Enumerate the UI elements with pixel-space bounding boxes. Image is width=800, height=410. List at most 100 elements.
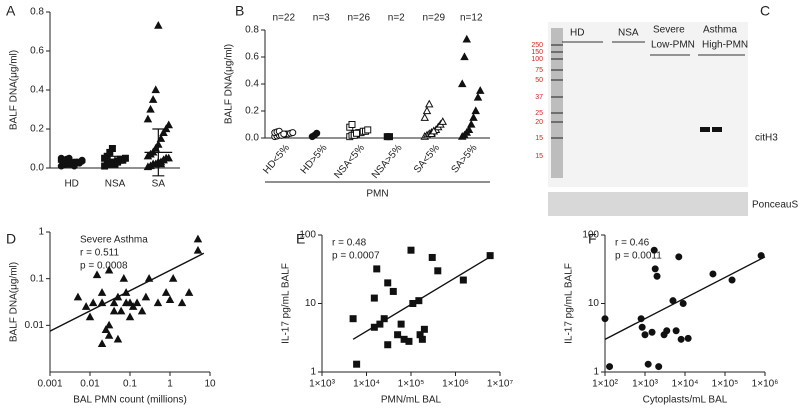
group-label: HD: [570, 28, 584, 39]
point: [85, 312, 95, 321]
point: [109, 298, 119, 307]
fit-line: [352, 256, 491, 340]
point: [648, 328, 656, 336]
y-tick-label: 1: [310, 367, 316, 378]
ponceau-strip: [548, 192, 748, 216]
point: [420, 325, 428, 333]
subgroup-label: High-PMN: [702, 40, 748, 51]
annotation: p = 0.0011: [615, 251, 662, 262]
group-lines: [562, 41, 745, 56]
point: [663, 327, 671, 335]
x-tick-label: 1×10⁴: [672, 379, 699, 390]
point: [434, 267, 442, 275]
point: [168, 274, 178, 282]
x-axis-label: PMN: [366, 189, 388, 200]
panel-letter: E: [296, 231, 305, 247]
panel-letter: C: [760, 3, 770, 19]
point: [109, 306, 119, 315]
group-label: Asthma: [703, 25, 737, 36]
point: [373, 265, 381, 273]
point: [675, 253, 683, 261]
y-tick-label: 0.01: [25, 320, 45, 331]
point: [116, 306, 126, 315]
point: [460, 52, 469, 61]
mw-label: 20: [535, 119, 543, 126]
point: [429, 126, 438, 135]
panel-letter: B: [235, 3, 244, 19]
point: [428, 253, 436, 261]
x-tick-label: 0.01: [80, 379, 100, 390]
point: [165, 295, 175, 304]
point: [60, 157, 68, 165]
annotation: r = 0.511: [80, 248, 119, 259]
point: [415, 297, 423, 305]
n-label: n=22: [272, 13, 295, 24]
band-label: citH3: [755, 133, 778, 144]
y-tick-label: 0.8: [30, 7, 44, 18]
mw-label: 15: [535, 135, 543, 142]
panel-letter: F: [588, 231, 597, 247]
n-label: n=2: [388, 13, 405, 24]
x-axis-label: BAL PMN count (millions): [73, 395, 187, 406]
x-tick-label: 1×10³: [309, 379, 336, 390]
mw-label: 37: [535, 94, 543, 101]
point: [473, 92, 483, 101]
point: [156, 159, 166, 168]
point: [154, 21, 163, 29]
x-tick-label: SA<5%: [412, 142, 442, 175]
point: [422, 106, 432, 115]
y-tick-label: 0.2: [245, 106, 259, 117]
point: [353, 360, 361, 368]
blot-membrane: [548, 22, 748, 187]
point: [348, 121, 356, 128]
annotation: p = 0.0008: [80, 261, 128, 272]
annotation: r = 0.46: [615, 238, 650, 249]
point: [655, 363, 663, 371]
point: [146, 104, 155, 113]
point: [81, 302, 91, 310]
y-tick-label: 0.1: [30, 273, 44, 284]
point: [638, 323, 646, 331]
y-tick-label: 1: [593, 367, 599, 378]
y-tick-label: 0.4: [30, 85, 44, 96]
point: [97, 339, 107, 348]
x-tick-label: 1×10⁶: [752, 379, 779, 390]
point: [161, 288, 171, 296]
point: [425, 99, 434, 108]
point: [469, 113, 478, 121]
point: [159, 155, 168, 164]
point: [438, 117, 447, 125]
annotation: Severe Asthma: [80, 235, 148, 246]
x-tick-label: 1×10⁷: [487, 379, 514, 390]
y-axis-label: BALF DNA(μg/ml): [224, 44, 235, 124]
point: [394, 331, 402, 339]
point: [364, 126, 372, 134]
point: [104, 331, 114, 339]
point: [644, 360, 652, 368]
point: [313, 129, 321, 137]
point: [156, 134, 166, 142]
mw-label: 100: [531, 56, 543, 63]
point: [88, 298, 98, 307]
point: [684, 334, 692, 342]
point: [650, 246, 658, 254]
point: [177, 298, 187, 307]
blot-band: [700, 127, 710, 132]
point: [709, 270, 717, 278]
y-axis-label: BALF DNA(μg/ml): [9, 50, 20, 130]
mean-sd: [57, 159, 86, 166]
point: [728, 276, 736, 284]
x-tick-label: 1×10³: [632, 379, 659, 390]
point: [97, 288, 107, 296]
point: [159, 128, 168, 136]
point: [151, 143, 160, 152]
y-tick-label: 100: [299, 230, 316, 241]
point: [458, 79, 467, 88]
n-label: n=3: [313, 13, 330, 24]
point: [476, 86, 485, 94]
point: [119, 274, 129, 282]
group-label: Severe: [653, 25, 685, 36]
point: [101, 325, 111, 333]
loading-label: PonceauS: [752, 200, 798, 211]
